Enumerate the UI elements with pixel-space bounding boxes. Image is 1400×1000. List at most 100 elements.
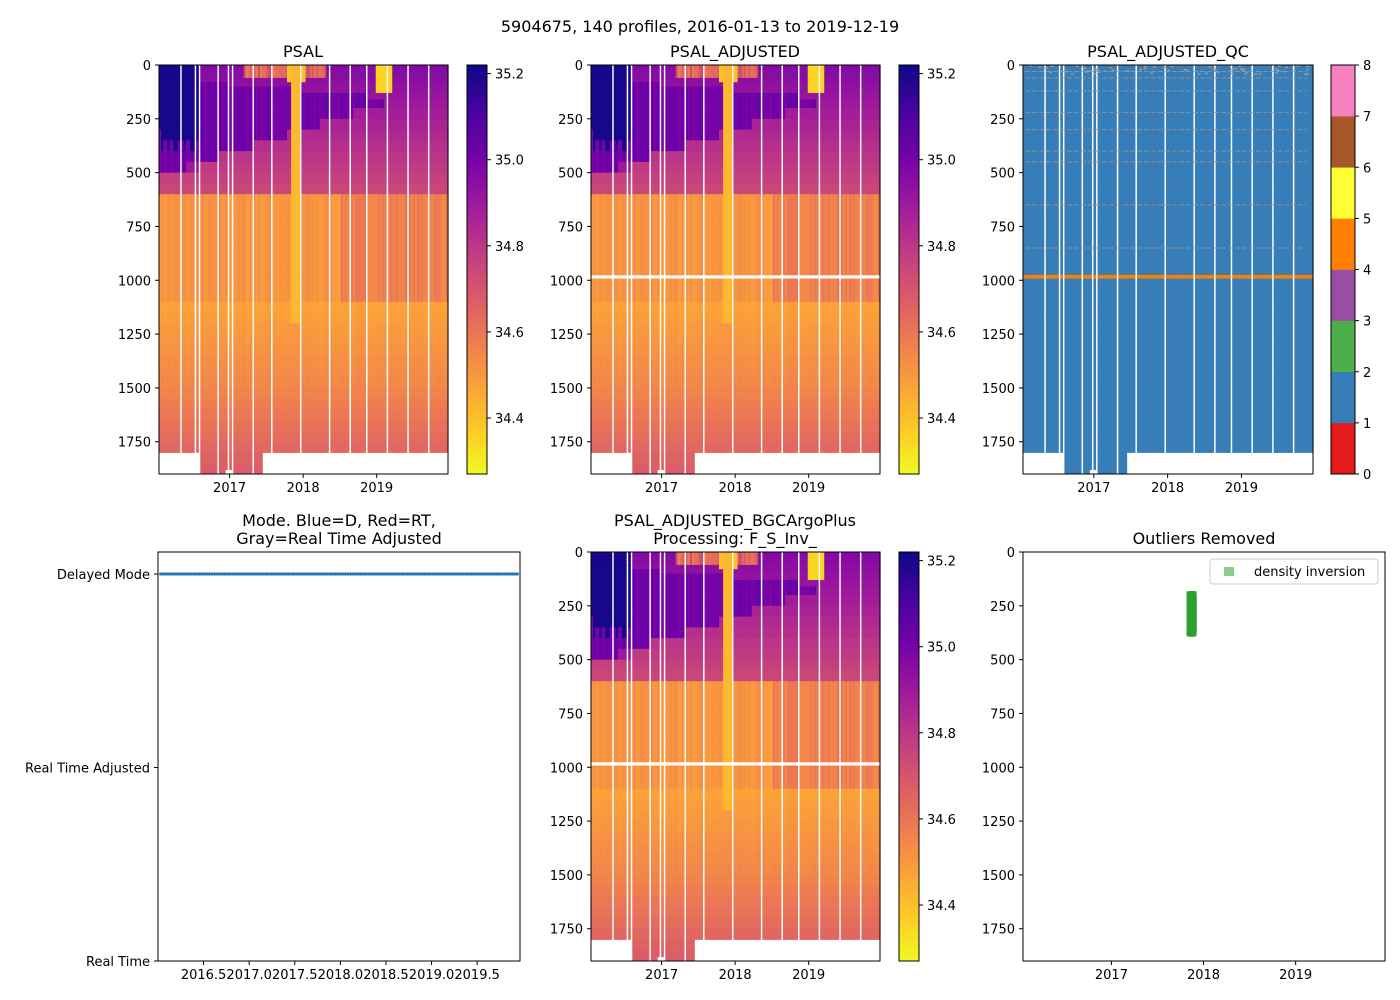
heatmap-cell [189, 430, 193, 443]
heatmap-cell [173, 420, 177, 432]
heatmap-cell [171, 161, 175, 174]
heatmap-cell [404, 77, 408, 83]
heatmap-cell [346, 73, 350, 79]
heatmap-cell [297, 194, 300, 206]
heatmap-cell [169, 278, 172, 292]
heatmap-cell [200, 409, 203, 421]
heatmap-cell [181, 69, 185, 75]
heatmap-cell [171, 77, 175, 83]
heatmap-cell [268, 355, 272, 367]
heatmap-cell [229, 366, 232, 378]
heatmap-cell [159, 398, 162, 410]
heatmap-cell [192, 82, 195, 87]
heatmap-cell [196, 387, 199, 400]
heatmap-cell [214, 108, 218, 120]
heatmap-cell [384, 274, 387, 279]
heatmap-cell [425, 226, 428, 238]
heatmap-cell [363, 387, 367, 400]
heatmap-cell [181, 398, 185, 410]
heatmap-cell [187, 441, 191, 453]
heatmap-cell [268, 86, 272, 94]
heatmap-cell [214, 215, 218, 227]
heatmap-cell [181, 366, 185, 378]
heatmap-cell [202, 129, 206, 141]
heatmap-cell [159, 108, 162, 120]
heatmap-cell [346, 237, 350, 249]
heatmap-cell [163, 237, 166, 249]
heatmap-cell [225, 86, 228, 94]
heatmap-cell [167, 73, 170, 79]
psal-panel: PSAL 2017 2018 201902505007501000125015001… [118, 42, 524, 496]
heatmap-cell [229, 215, 232, 227]
heatmap-cell [225, 452, 228, 464]
heatmap-cell [404, 129, 408, 141]
heatmap-cell [297, 129, 300, 141]
heatmap-cell [214, 99, 218, 109]
heatmap-cell [163, 140, 166, 152]
heatmap-cell [249, 258, 253, 270]
heatmap-cell [192, 274, 195, 279]
heatmap-cell [187, 108, 191, 120]
heatmap-cell [192, 86, 195, 94]
heatmap-cell [363, 86, 367, 94]
heatmap-cell [183, 215, 187, 227]
heatmap-cell [346, 377, 350, 389]
heatmap-cell [202, 108, 206, 120]
heatmap-cell [175, 301, 179, 313]
heatmap-cell [192, 204, 195, 217]
heatmap-cell [202, 387, 206, 400]
heatmap-cell [161, 323, 164, 335]
heatmap-cell [363, 323, 367, 335]
heatmap-cell [189, 420, 193, 432]
heatmap-cell [404, 99, 408, 109]
heatmap-cell [183, 65, 187, 70]
heatmap-cell [189, 278, 193, 292]
heatmap-cell [177, 99, 181, 109]
heatmap-cell [185, 73, 189, 79]
heatmap-cell [214, 77, 218, 83]
heatmap-cell [169, 377, 172, 389]
heatmap-cell [268, 73, 272, 79]
heatmap-cell [346, 258, 350, 270]
heatmap-cell [171, 377, 175, 389]
heatmap-cell [196, 73, 199, 79]
heatmap-cell [165, 73, 168, 79]
heatmap-cell [171, 274, 175, 279]
heatmap-cell [202, 161, 206, 174]
heatmap-cell [225, 204, 228, 217]
heatmap-cell [185, 334, 189, 346]
heatmap-cell [163, 161, 166, 174]
heatmap-cell [196, 409, 199, 421]
heatmap-cell [202, 274, 206, 279]
heatmap-cell [326, 73, 329, 79]
heatmap-cell [425, 69, 428, 75]
heatmap-cell [214, 409, 218, 421]
heatmap-cell [326, 441, 329, 453]
heatmap-cell [169, 430, 172, 443]
heatmap-cell [161, 204, 164, 217]
heatmap-cell [181, 355, 185, 367]
heatmap-cell [202, 151, 206, 163]
heatmap-cell [175, 441, 179, 453]
heatmap-cell [384, 334, 387, 346]
heatmap-cell [171, 420, 175, 432]
heatmap-cell [297, 258, 300, 270]
heatmap-cell [171, 194, 175, 206]
heatmap-cell [214, 82, 218, 87]
heatmap-cell [187, 65, 191, 70]
heatmap-cell [249, 215, 253, 227]
heatmap-cell [177, 301, 181, 313]
heatmap-cell [297, 247, 300, 260]
heatmap-cell [187, 73, 191, 79]
heatmap-cell [175, 194, 179, 206]
heatmap-cell [163, 65, 166, 70]
heatmap-cell [181, 291, 185, 303]
heatmap-cell [297, 387, 300, 400]
heatmap-cell [249, 441, 253, 453]
heatmap-cell [163, 274, 166, 279]
heatmap-cell [268, 344, 272, 356]
heatmap-cell [171, 237, 175, 249]
heatmap-cell [297, 140, 300, 152]
heatmap-cell [268, 194, 272, 206]
heatmap-cell [384, 398, 387, 410]
